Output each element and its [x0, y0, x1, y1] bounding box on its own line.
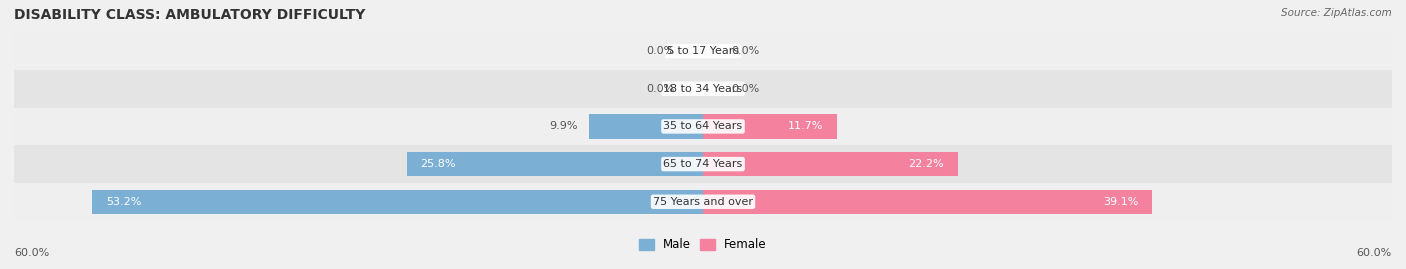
Text: 60.0%: 60.0%: [1357, 248, 1392, 258]
Text: 18 to 34 Years: 18 to 34 Years: [664, 84, 742, 94]
Text: 9.9%: 9.9%: [550, 121, 578, 132]
Text: 0.0%: 0.0%: [645, 84, 675, 94]
Text: 60.0%: 60.0%: [14, 248, 49, 258]
Bar: [589, 114, 703, 139]
Text: 5 to 17 Years: 5 to 17 Years: [666, 46, 740, 56]
Bar: [14, 32, 1392, 70]
Text: 0.0%: 0.0%: [731, 46, 761, 56]
Bar: [703, 189, 1152, 214]
Bar: [14, 145, 1392, 183]
Text: Source: ZipAtlas.com: Source: ZipAtlas.com: [1281, 8, 1392, 18]
Text: 22.2%: 22.2%: [908, 159, 945, 169]
Bar: [93, 189, 703, 214]
Text: 53.2%: 53.2%: [105, 197, 141, 207]
Bar: [406, 152, 703, 176]
Text: 11.7%: 11.7%: [789, 121, 824, 132]
Legend: Male, Female: Male, Female: [634, 234, 772, 256]
Text: DISABILITY CLASS: AMBULATORY DIFFICULTY: DISABILITY CLASS: AMBULATORY DIFFICULTY: [14, 8, 366, 22]
Bar: [14, 183, 1392, 221]
Text: 25.8%: 25.8%: [420, 159, 456, 169]
Text: 0.0%: 0.0%: [731, 84, 761, 94]
Bar: [14, 70, 1392, 108]
Text: 35 to 64 Years: 35 to 64 Years: [664, 121, 742, 132]
Text: 39.1%: 39.1%: [1102, 197, 1139, 207]
Bar: [14, 108, 1392, 145]
Text: 0.0%: 0.0%: [645, 46, 675, 56]
Text: 65 to 74 Years: 65 to 74 Years: [664, 159, 742, 169]
Bar: [703, 152, 957, 176]
Text: 75 Years and over: 75 Years and over: [652, 197, 754, 207]
Bar: [703, 114, 838, 139]
